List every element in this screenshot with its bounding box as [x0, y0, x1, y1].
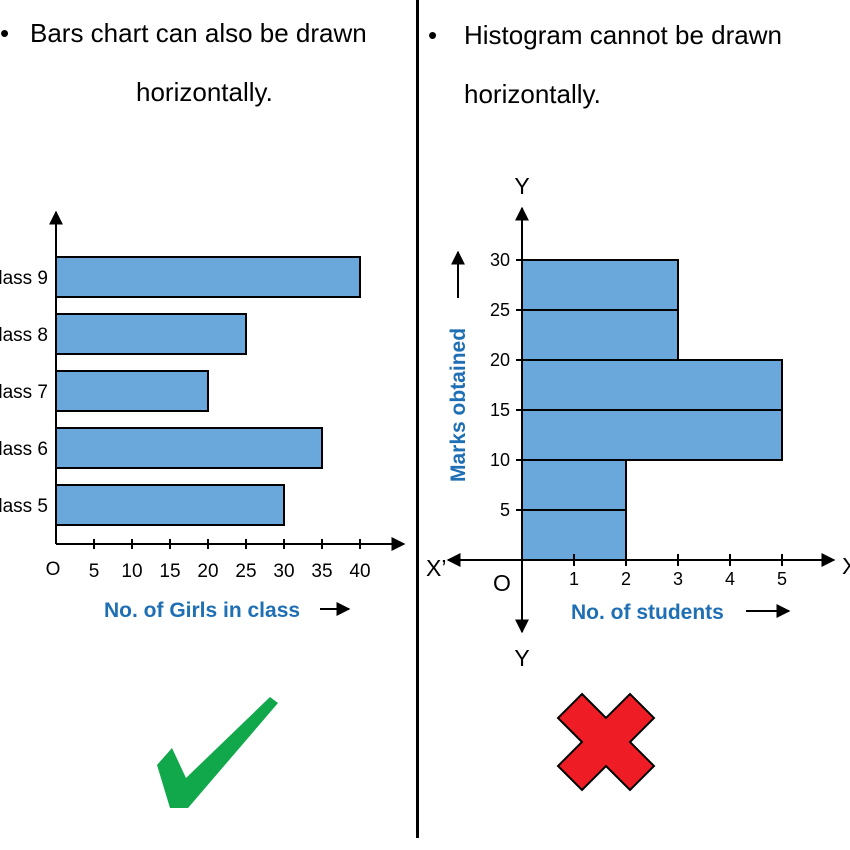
bar-x-tick-label: 5 — [89, 561, 100, 582]
hist-bar-10-15 — [521, 409, 783, 461]
bar-x-tick-label: 15 — [159, 561, 180, 582]
panel-divider — [416, 0, 419, 838]
left-caption-line1: Bars chart can also be drawn — [30, 18, 367, 48]
hist-x-tick-label: 1 — [569, 569, 579, 589]
hist-bar-0-5 — [521, 509, 627, 561]
bar-category-label: lass 9 — [0, 268, 48, 289]
bar-class-5 — [55, 484, 285, 526]
left-caption-line2: horizontally. — [136, 77, 273, 107]
hist-y-tick-label: 25 — [490, 300, 510, 320]
bar-x-tick-label: 30 — [273, 561, 294, 582]
histogram-chart: 1 2 3 4 5 5 10 15 20 25 30 X’ X Y Y O No. of students Mar… — [426, 173, 850, 671]
right-caption-line2: horizontally. — [464, 79, 601, 109]
bar-class-9 — [55, 256, 361, 298]
left-bullet: • — [0, 18, 10, 48]
hist-bar-20-25 — [521, 309, 679, 361]
bar-x-tick-label: 25 — [235, 561, 256, 582]
hist-y-tick-label: 15 — [490, 400, 510, 420]
hist-y-tick-label: 10 — [490, 450, 510, 470]
hist-y-axis-title: Marks obtained — [447, 328, 470, 482]
bar-class-7 — [55, 370, 209, 412]
hist-x-tick-label: 3 — [673, 569, 683, 589]
bar-x-tick-label: 35 — [311, 561, 332, 582]
cross-mark-icon — [556, 692, 656, 792]
right-caption-line1: Histogram cannot be drawn — [464, 20, 782, 50]
hist-axis-label-y-pos: Y — [514, 173, 529, 199]
hist-bar-25-30 — [521, 259, 679, 311]
bar-category-label: lass 8 — [0, 325, 48, 346]
hist-x-axis-title: No. of students — [571, 601, 724, 624]
hist-y-tick-label: 20 — [490, 350, 510, 370]
hist-x-tick-label: 5 — [777, 569, 787, 589]
hist-y-tick-label: 30 — [490, 250, 510, 270]
bar-chart: O 5 10 15 20 25 30 35 40 lass 5 lass 6 lass 7 lass 8… — [0, 210, 406, 622]
bar-x-tick-label: 10 — [121, 561, 142, 582]
bar-x-axis-title: No. of Girls in class — [104, 599, 300, 622]
hist-x-tick-label: 2 — [621, 569, 631, 589]
hist-axis-label-x-pos: X — [842, 553, 850, 579]
bar-x-tick-label: 40 — [349, 561, 370, 582]
right-bullet: • — [428, 20, 438, 50]
bar-category-label: lass 6 — [0, 439, 48, 460]
hist-x-tick-label: 4 — [725, 569, 735, 589]
hist-y-tick-label: 5 — [500, 500, 510, 520]
hist-axis-label-y-neg: Y — [514, 645, 529, 671]
bar-category-label: lass 7 — [0, 382, 48, 403]
bar-class-8 — [55, 313, 247, 355]
bar-origin-label: O — [46, 559, 61, 580]
hist-axis-label-x-neg: X’ — [426, 555, 446, 581]
hist-origin-label: O — [493, 570, 511, 596]
bar-x-tick-label: 20 — [197, 561, 218, 582]
hist-bar-5-10 — [521, 459, 627, 511]
hist-bar-15-20 — [521, 359, 783, 411]
bar-class-6 — [55, 427, 323, 469]
check-mark-icon — [157, 697, 278, 808]
bar-category-label: lass 5 — [0, 496, 48, 517]
